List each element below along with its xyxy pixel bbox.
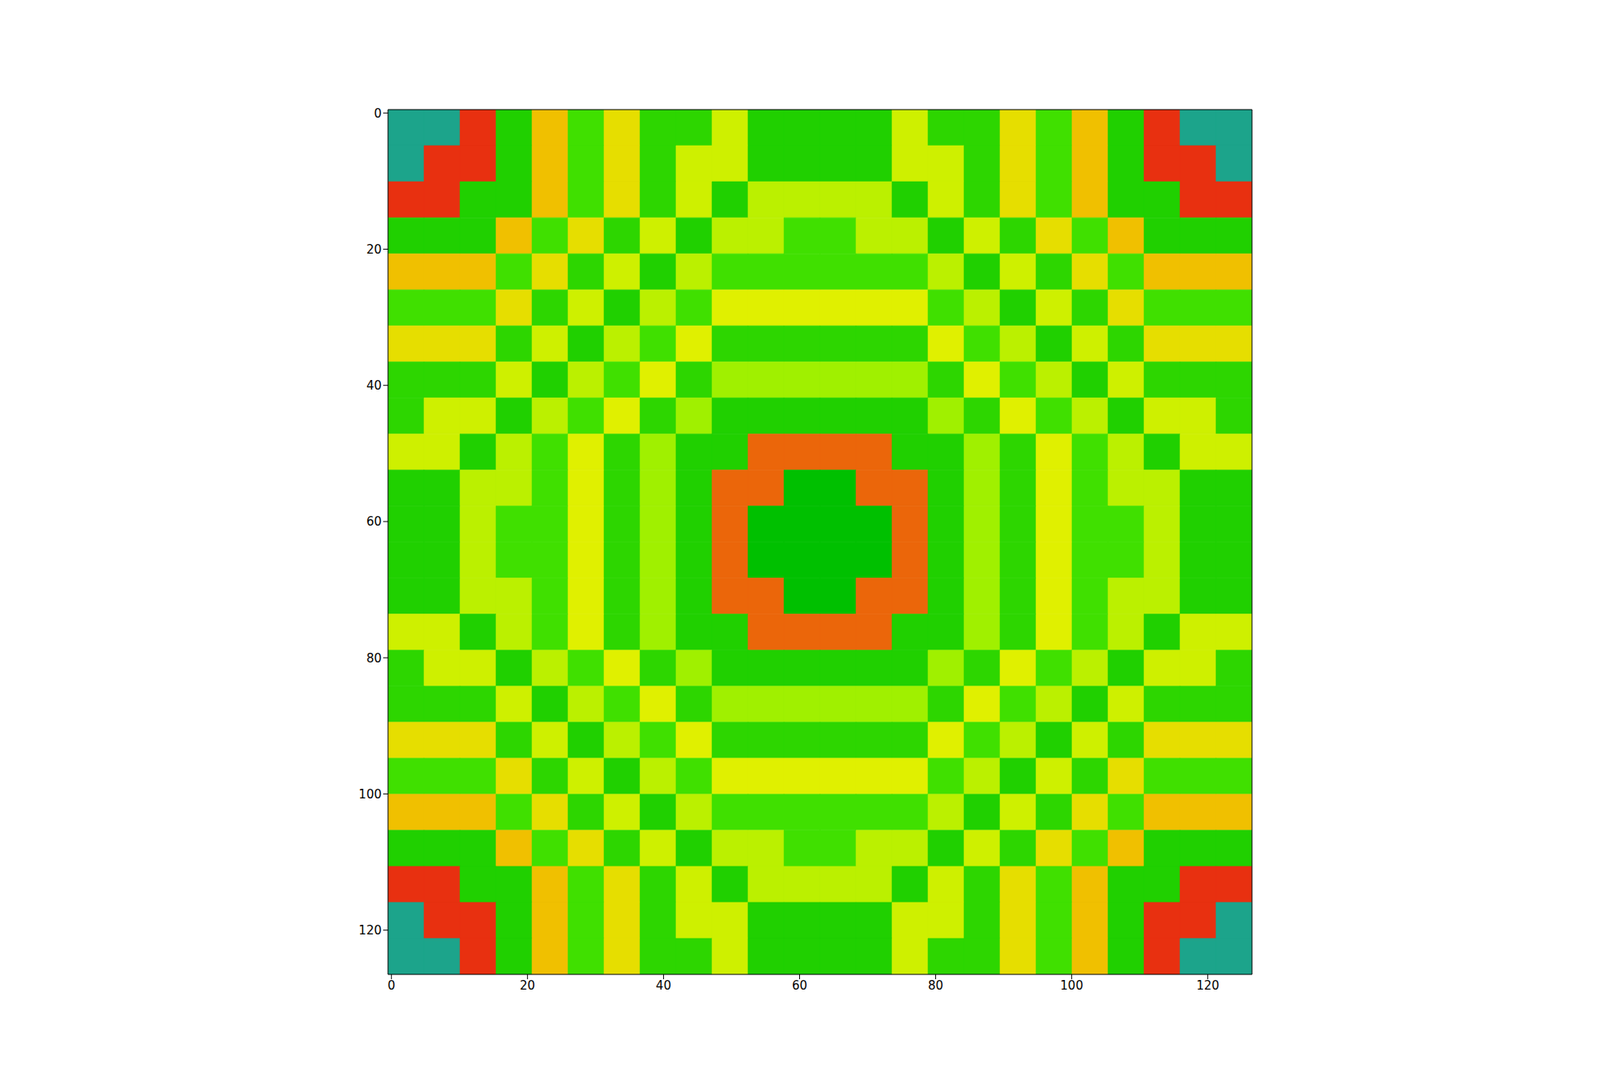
svg-text:100: 100 [1060,978,1084,993]
svg-text:120: 120 [1196,978,1220,993]
svg-text:40: 40 [656,978,672,993]
svg-text:0: 0 [387,978,396,993]
svg-text:60: 60 [792,978,808,993]
svg-text:80: 80 [928,978,944,993]
svg-text:0: 0 [373,106,382,121]
svg-text:20: 20 [520,978,536,993]
svg-text:60: 60 [366,514,382,529]
svg-text:80: 80 [366,651,382,666]
svg-text:40: 40 [366,378,382,393]
svg-text:20: 20 [366,242,382,257]
svg-text:100: 100 [358,787,382,802]
svg-text:120: 120 [358,923,382,938]
